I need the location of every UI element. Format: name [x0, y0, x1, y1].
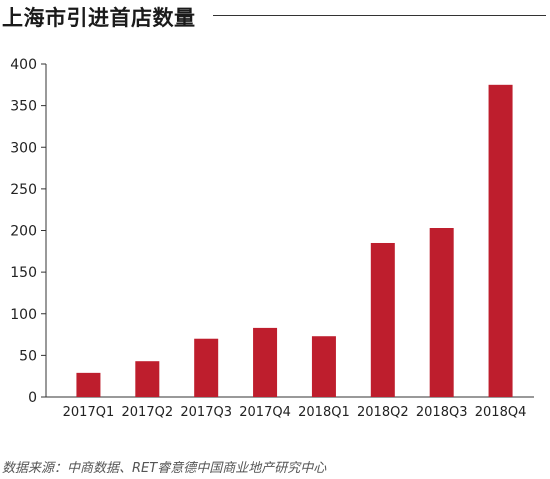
y-tick-label: 250 — [10, 182, 37, 198]
x-tick-label: 2018Q3 — [416, 405, 468, 420]
x-tick-label: 2017Q4 — [239, 405, 291, 420]
title-row: 上海市引进首店数量 — [0, 0, 550, 34]
bar — [135, 361, 160, 397]
y-tick-label: 150 — [10, 265, 37, 281]
x-tick-label: 2017Q1 — [63, 405, 115, 420]
x-tick-label: 2018Q1 — [298, 405, 350, 420]
y-tick-label: 350 — [10, 99, 37, 115]
x-tick-label: 2017Q3 — [180, 405, 232, 420]
chart-title: 上海市引进首店数量 — [2, 6, 196, 30]
x-tick-label: 2017Q2 — [122, 405, 174, 420]
bar — [429, 228, 454, 397]
bar — [253, 327, 278, 397]
bar — [370, 242, 395, 397]
bar — [194, 338, 219, 397]
source-note: 数据来源：中商数据、RET睿意德中国商业地产研究中心 — [2, 461, 327, 476]
y-tick-label: 0 — [28, 390, 37, 406]
y-tick-label: 300 — [10, 140, 37, 156]
y-tick-label: 200 — [10, 224, 37, 240]
y-tick-label: 400 — [10, 57, 37, 73]
y-tick-label: 100 — [10, 307, 37, 323]
bar — [311, 336, 336, 397]
title-rule — [213, 15, 546, 16]
y-tick-label: 50 — [19, 348, 37, 364]
x-tick-label: 2018Q2 — [357, 405, 409, 420]
bar — [488, 84, 513, 397]
bar — [76, 372, 101, 397]
x-tick-label: 2018Q4 — [475, 405, 527, 420]
